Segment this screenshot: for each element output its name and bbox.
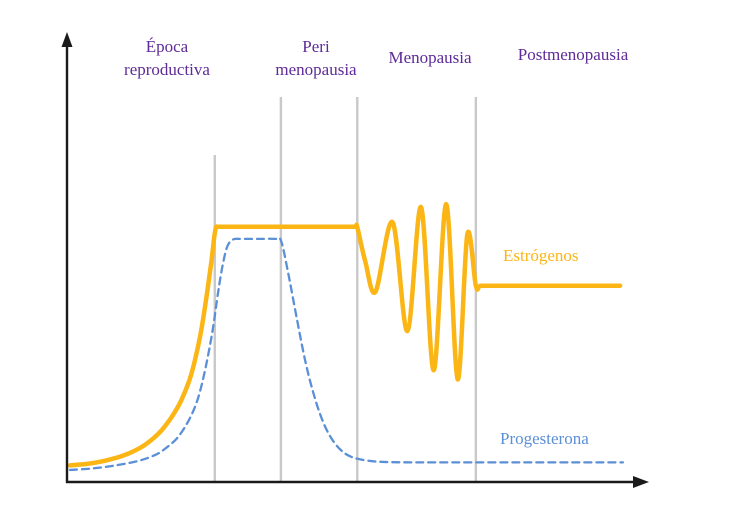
x-axis xyxy=(66,476,649,488)
x-axis-arrow-icon xyxy=(633,476,649,488)
phase-dividers xyxy=(213,97,478,482)
series-paths xyxy=(67,201,625,472)
series-curve-estrógenos xyxy=(67,201,623,468)
y-axis-arrow-icon xyxy=(61,32,73,47)
y-axis xyxy=(61,32,73,483)
series-curve-progesterona xyxy=(68,236,625,472)
